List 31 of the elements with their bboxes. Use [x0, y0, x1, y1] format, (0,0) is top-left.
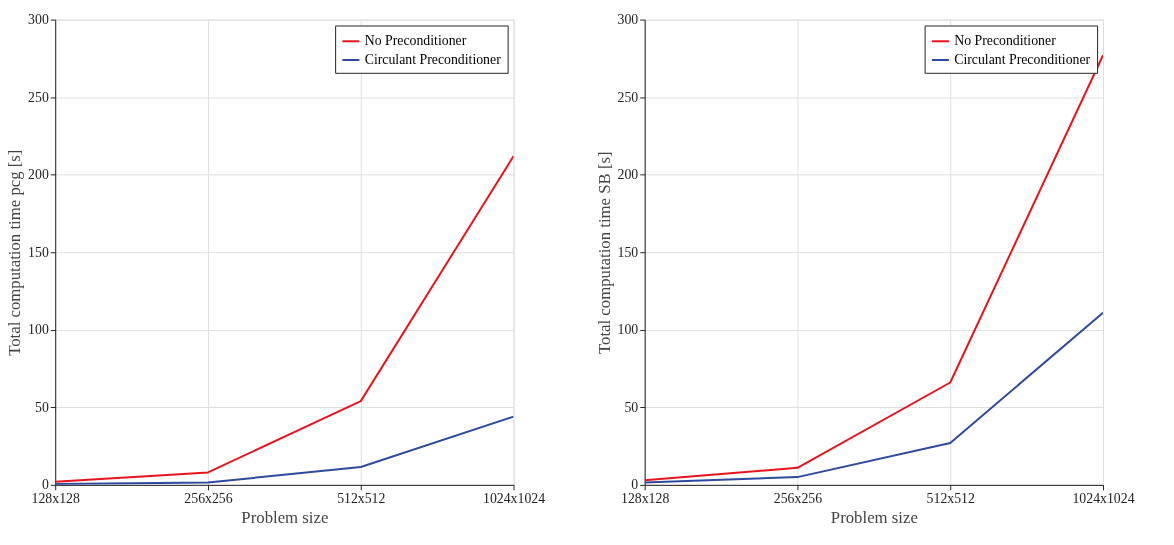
y-tick-label: 150	[617, 244, 639, 260]
legend-label: Circulant Preconditioner	[954, 51, 1091, 67]
y-tick-label: 200	[28, 167, 49, 183]
y-tick-label: 250	[617, 89, 639, 105]
y-tick-label: 50	[35, 399, 49, 415]
x-tick-label: 128x128	[31, 491, 80, 507]
x-tick-label: 512x512	[337, 491, 386, 507]
x-tick-label: 512x512	[926, 491, 975, 507]
x-tick-label: 1024x1024	[483, 491, 546, 507]
y-axis-title: Total computation time SB [s]	[594, 151, 614, 355]
legend-label: Circulant Preconditioner	[364, 51, 502, 67]
x-axis-title: Problem size	[830, 507, 918, 527]
y-tick-label: 300	[617, 12, 639, 28]
y-axis-title: Total computation time pcg [s]	[5, 149, 25, 356]
y-tick-label: 0	[631, 477, 639, 493]
x-tick-label: 256x256	[184, 491, 233, 507]
line-series	[644, 54, 1104, 482]
y-tick-label: 200	[617, 167, 639, 183]
y-tick-label: 100	[28, 322, 49, 338]
x-tick-label: 256x256	[773, 491, 823, 507]
y-tick-label: 150	[28, 244, 49, 260]
y-tick-label: 250	[28, 89, 49, 105]
y-tick-label: 300	[28, 12, 49, 28]
y-tick-label: 0	[41, 477, 49, 493]
legend-label: No Preconditioner	[364, 33, 467, 49]
y-tick-label: 50	[624, 399, 639, 415]
y-tick-label: 100	[617, 322, 639, 338]
x-tick-label: 1024x1024	[1072, 491, 1135, 507]
x-tick-label: 128x128	[621, 491, 670, 507]
x-axis-title: Problem size	[241, 507, 329, 527]
legend-label: No Preconditioner	[954, 33, 1057, 49]
